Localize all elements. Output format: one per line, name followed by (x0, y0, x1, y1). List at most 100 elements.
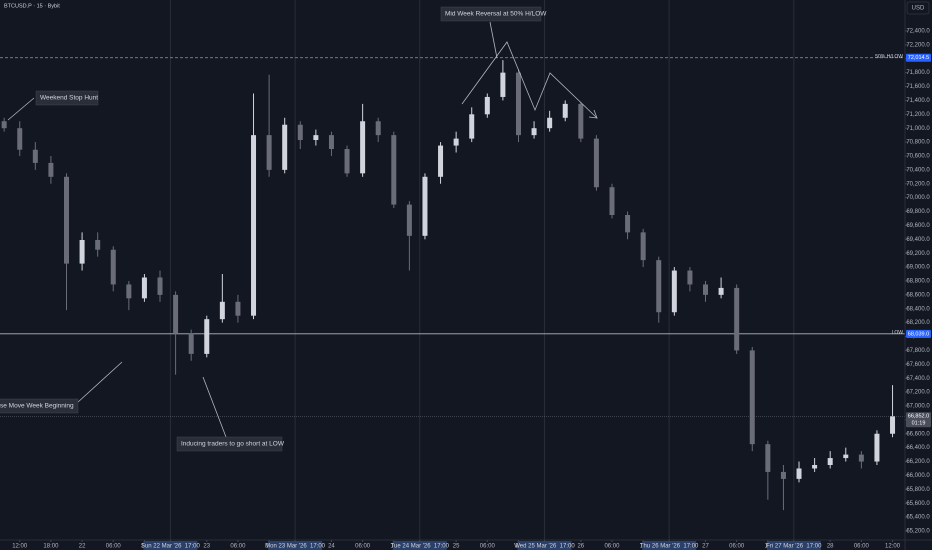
candle-body (718, 287, 724, 295)
level-price-box (906, 329, 931, 338)
candle-body (344, 149, 350, 174)
annotation-box (0, 398, 79, 414)
candle-body (204, 319, 210, 354)
candle-body (157, 277, 163, 295)
x-tick-label: Wed 25 Mar '26 17:00 (514, 544, 575, 550)
y-tick-label: 71,600.0 (906, 84, 930, 90)
annotation-text: Inducing traders to go short at LOW (181, 441, 285, 448)
x-tick-label: 23 (203, 544, 210, 550)
candle-body (609, 187, 615, 215)
candle-body (360, 121, 366, 174)
y-tick-label: 72,400.0 (906, 29, 930, 35)
last-price-box (906, 412, 931, 428)
countdown-label: 01:19 (912, 421, 926, 427)
x-tick-label: 06:00 (480, 544, 496, 550)
level-price-label: 68,039.0 (908, 331, 929, 337)
candle-body (375, 121, 381, 136)
candle-body (780, 471, 786, 479)
candle-body (235, 301, 241, 316)
candle-body (453, 138, 459, 146)
last-price-label: 66,852.0 (908, 414, 929, 420)
candle-body (48, 162, 54, 177)
level-price-box (906, 53, 931, 62)
y-tick-label: 72,200.0 (906, 42, 930, 48)
candle-body (640, 232, 646, 261)
candle-body (63, 176, 69, 264)
y-tick-label: 71,800.0 (906, 70, 930, 76)
annotation-text: se Move Week Beginning (0, 403, 74, 410)
candle-body (734, 287, 740, 351)
x-tick-label: 06:00 (604, 544, 620, 550)
candle-body (656, 260, 662, 313)
candle-body (796, 468, 802, 479)
candle-body (593, 138, 599, 188)
y-tick-label: 70,200.0 (906, 181, 930, 187)
y-tick-label: 67,200.0 (906, 390, 930, 396)
candle-body (765, 444, 771, 472)
x-tick-highlight (517, 541, 572, 550)
y-tick-label: 70,400.0 (906, 167, 930, 173)
candle-body (328, 135, 334, 150)
x-tick-label: 22 (79, 544, 86, 550)
x-tick-label: Tue 24 Mar '26 17:00 (391, 544, 450, 550)
candle-body (843, 454, 849, 459)
annotation-box (176, 436, 283, 452)
y-tick-label: 70,800.0 (906, 140, 930, 146)
x-tick-label: 06:00 (355, 544, 371, 550)
x-tick-label: 24 (328, 544, 335, 550)
x-tick-label: 06:00 (729, 544, 745, 550)
y-tick-label: 71,200.0 (906, 112, 930, 118)
annotation-connector (202, 376, 227, 438)
y-tick-label: 69,800.0 (906, 209, 930, 215)
y-tick-label: 67,800.0 (906, 348, 930, 354)
annotation-box (440, 6, 542, 22)
y-tick-label: 66,200.0 (906, 459, 930, 465)
annotation-text: Mid Week Reversal at 50% H/LOW (445, 11, 547, 18)
candle-body (562, 103, 568, 118)
candle-body (266, 135, 272, 170)
candle-body (110, 249, 116, 285)
x-tick-label: Thu 26 Mar '26 17:00 (640, 544, 699, 550)
x-tick-label: 12:00 (12, 544, 28, 550)
candle-body (391, 135, 397, 205)
x-tick-highlight (268, 541, 323, 550)
y-tick-label: 69,000.0 (906, 265, 930, 271)
x-tick-highlight (766, 541, 821, 550)
candle-body (687, 270, 693, 285)
candle-body (282, 124, 288, 170)
level-name: LOW (892, 330, 904, 336)
candle-body (858, 454, 864, 462)
candle-body (890, 416, 896, 434)
candle-body (812, 465, 818, 469)
x-tick-highlight (392, 541, 447, 550)
candle-body (297, 124, 303, 140)
y-tick-label: 66,600.0 (906, 431, 930, 437)
x-tick-label: 06:00 (106, 544, 122, 550)
y-tick-label: 68,200.0 (906, 320, 930, 326)
candle-body (625, 215, 631, 233)
candle-body (251, 135, 257, 316)
x-tick-label: Sun 22 Mar '26 17:00 (141, 544, 201, 550)
candle-body (95, 240, 101, 250)
x-tick-label: Fri 27 Mar '26 17:00 (766, 544, 822, 550)
candle-body (671, 270, 677, 313)
x-tick-label: 25 (453, 544, 460, 550)
level-price-label: 72,014.5 (908, 55, 929, 61)
candle-body (827, 458, 833, 465)
symbol-label: BTCUSD.P · 15 · Bybit (4, 3, 60, 9)
y-tick-label: 65,600.0 (906, 501, 930, 507)
y-tick-label: 66,000.0 (906, 473, 930, 479)
candle-body (126, 284, 132, 299)
candle-body (313, 135, 319, 140)
candle-body (141, 277, 147, 299)
y-tick-label: 68,600.0 (906, 292, 930, 298)
y-tick-label: 65,200.0 (906, 529, 930, 535)
x-tick-label: 28 (827, 544, 834, 550)
annotation-connector (76, 361, 123, 404)
pattern-arrowhead (588, 109, 598, 119)
y-tick-label: 65,400.0 (906, 515, 930, 521)
x-tick-label: 06:00 (230, 544, 246, 550)
currency-box (906, 1, 930, 15)
annotation-connector (489, 21, 498, 59)
